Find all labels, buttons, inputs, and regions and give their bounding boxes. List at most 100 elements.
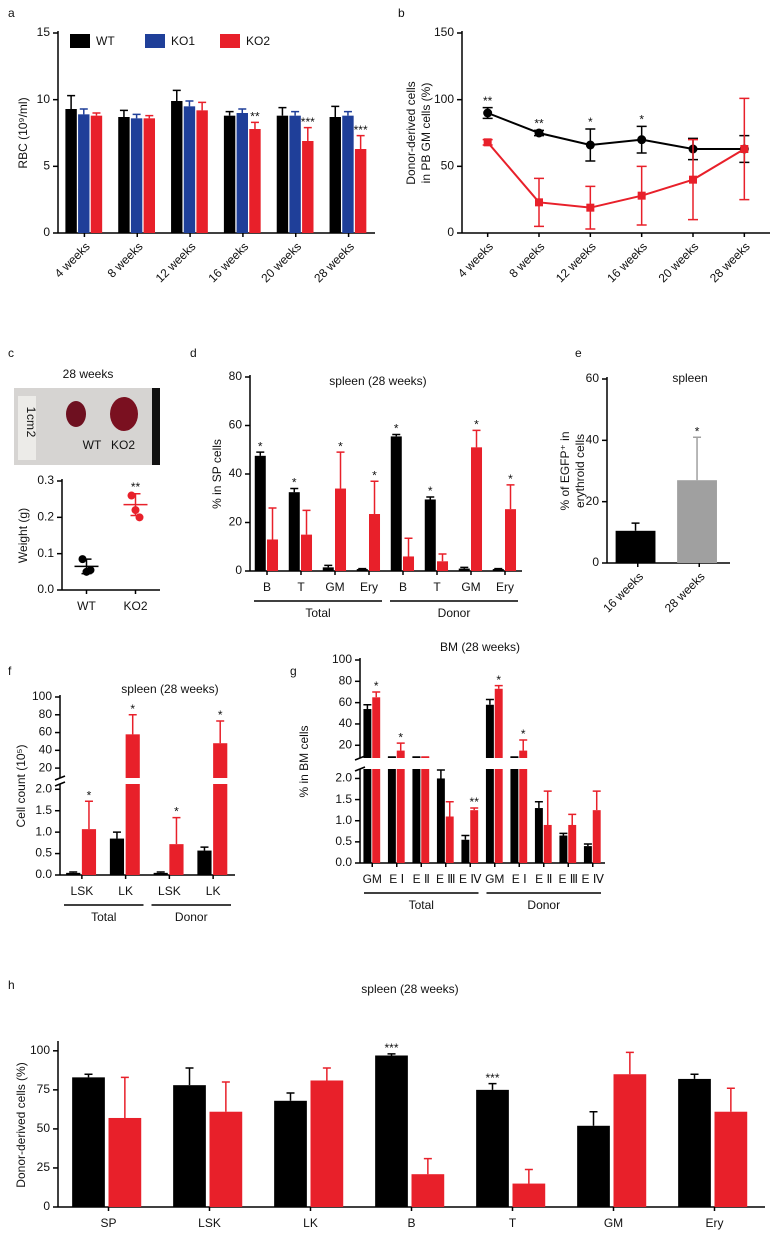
legend-swatch — [145, 34, 165, 48]
panel-letter: b — [398, 6, 405, 20]
bar — [424, 499, 436, 571]
y-tick-label: 40 — [339, 716, 353, 730]
error-bar — [172, 816, 181, 845]
bar — [183, 106, 196, 233]
significance: *** — [384, 1041, 398, 1055]
significance: * — [496, 673, 501, 687]
y-tick-label: 100 — [32, 689, 52, 703]
x-tick-label: GM — [363, 872, 382, 886]
bar — [209, 1111, 243, 1207]
x-tick-label: LK — [206, 884, 221, 898]
error-bar — [225, 110, 234, 116]
x-tick-label: GM — [485, 872, 504, 886]
x-tick-label: E Ⅱ — [413, 872, 430, 886]
x-tick-label: 28 weeks — [662, 569, 708, 615]
y-tick-label: 1.0 — [335, 813, 352, 827]
error-bar — [693, 436, 702, 481]
x-tick-label: 8 weeks — [506, 239, 547, 280]
y-tick-label: 40 — [586, 433, 600, 447]
x-tick-label: 20 weeks — [258, 239, 304, 285]
error-bar — [726, 1087, 735, 1112]
bar — [356, 569, 368, 571]
y-tick-label: 20 — [229, 515, 243, 529]
significance: * — [639, 113, 644, 127]
bar — [412, 757, 421, 863]
chart-title: 28 weeks — [63, 367, 114, 381]
bar — [249, 129, 261, 233]
marker — [740, 145, 749, 153]
x-tick-label: Ery — [496, 580, 514, 594]
y-tick-label: 40 — [39, 743, 53, 757]
error-bar — [445, 800, 454, 817]
x-tick-label: 12 weeks — [153, 239, 199, 285]
x-tick-label: 28 weeks — [311, 239, 357, 285]
error-bar — [200, 846, 209, 851]
group-label: Donor — [527, 898, 560, 912]
x-tick-label: E Ⅱ — [535, 872, 552, 886]
photo — [14, 388, 160, 465]
bar — [108, 1117, 142, 1207]
x-tick-label: GM — [325, 580, 344, 594]
bar — [543, 824, 552, 863]
bar — [267, 539, 279, 571]
marker — [689, 175, 697, 184]
x-tick-label: T — [297, 580, 305, 594]
error-bar — [589, 1110, 598, 1126]
bar — [254, 455, 266, 571]
x-tick-label: 16 weeks — [206, 239, 252, 285]
error-bar — [322, 1067, 331, 1081]
chart-title: spleen (28 weeks) — [361, 982, 458, 996]
y-tick-label: 150 — [434, 25, 454, 39]
x-tick-label: SP — [100, 1216, 116, 1230]
error-bar — [690, 1073, 699, 1079]
y-tick-label: 0 — [592, 555, 599, 569]
significance: * — [521, 727, 526, 741]
error-bar — [286, 1092, 295, 1101]
x-tick-label: LK — [118, 884, 133, 898]
x-tick-label: 4 weeks — [455, 239, 496, 280]
bar — [494, 688, 503, 863]
y-tick-label: 1.5 — [35, 803, 52, 817]
spleen — [66, 401, 86, 427]
significance: ** — [470, 795, 480, 809]
error-bar — [185, 100, 194, 107]
bar — [714, 1111, 748, 1207]
x-tick-label: KO2 — [123, 599, 147, 613]
error-bar — [519, 739, 528, 751]
y-tick-label: 100 — [332, 652, 352, 666]
significance: * — [398, 730, 403, 744]
bar — [390, 436, 402, 571]
bar — [171, 101, 183, 233]
significance: ** — [131, 480, 141, 494]
bar — [322, 567, 334, 571]
significance: * — [130, 702, 135, 716]
error-bar — [363, 704, 372, 710]
error-bar — [470, 807, 479, 811]
bar — [559, 835, 568, 863]
y-tick-label: 15 — [37, 25, 51, 39]
y-axis-label: erythroid cells — [573, 434, 587, 508]
break-mark — [354, 755, 366, 772]
significance: * — [695, 424, 700, 438]
error-bar — [145, 114, 154, 119]
ruler-label: 2 — [24, 431, 38, 438]
y-tick-label: 80 — [229, 369, 243, 383]
bar — [363, 709, 372, 863]
error-bar — [79, 108, 88, 115]
y-tick-label: 60 — [229, 418, 243, 432]
panel-letter: g — [290, 664, 297, 678]
error-bar — [436, 769, 445, 779]
bar — [276, 115, 289, 233]
legend-label: WT — [96, 34, 115, 48]
group-label: Total — [305, 606, 330, 620]
y-tick-label: 0 — [447, 225, 454, 239]
y-tick-label: 80 — [39, 707, 53, 721]
significance: * — [292, 476, 297, 490]
bar — [470, 810, 479, 863]
y-tick-label: 60 — [39, 725, 53, 739]
bar — [301, 534, 313, 571]
bar — [78, 114, 90, 233]
x-tick-label: B — [407, 1216, 415, 1230]
bar — [436, 778, 445, 863]
x-tick-label: LSK — [71, 884, 94, 898]
